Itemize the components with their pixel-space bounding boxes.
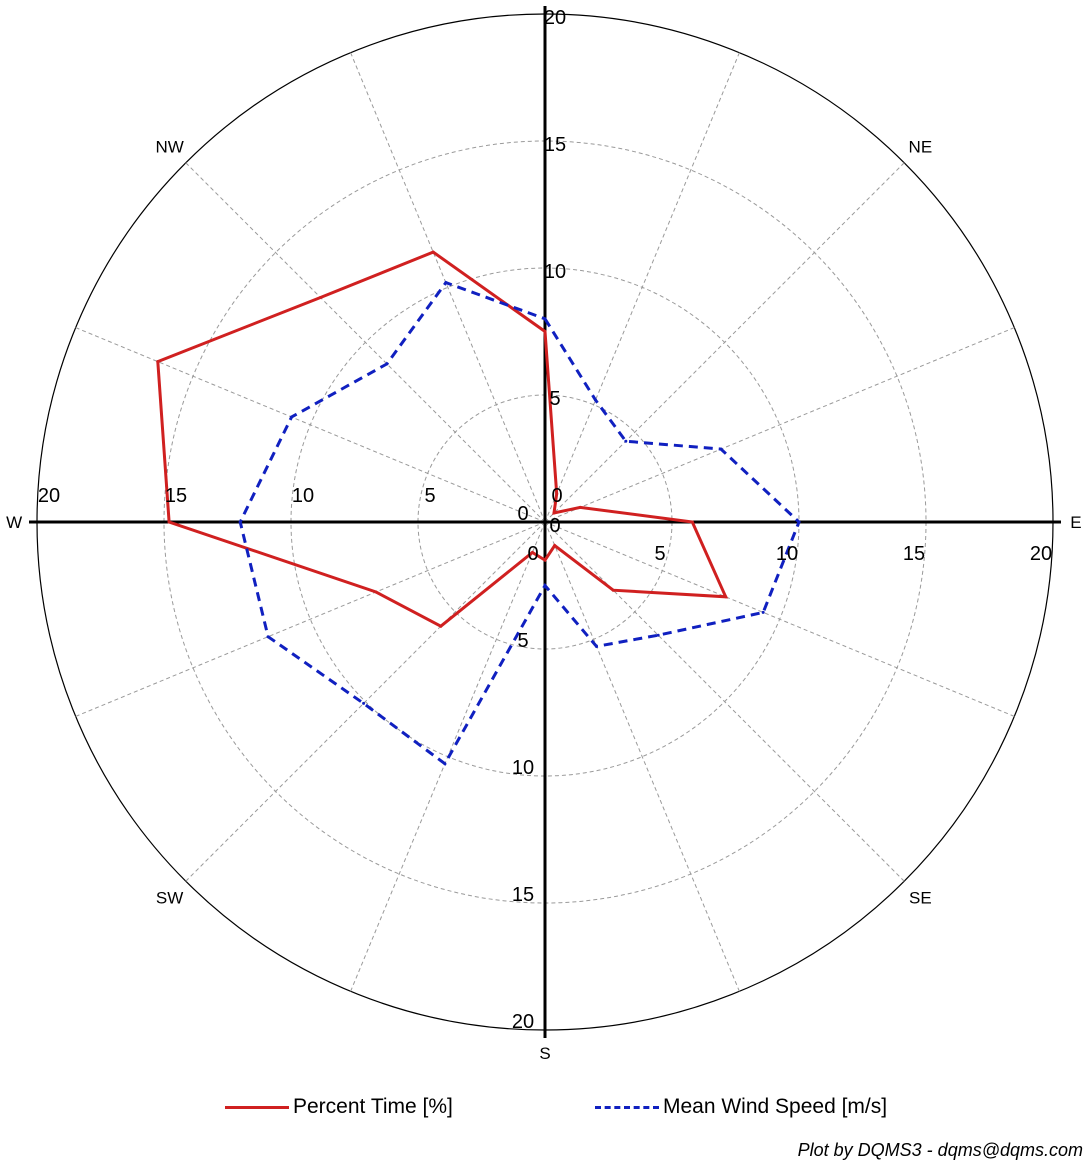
grid-spoke-247.5: [75, 521, 546, 717]
tick-label-north-10: 10: [544, 261, 566, 283]
direction-label-se: SE: [909, 888, 932, 907]
direction-label-s: S: [539, 1044, 550, 1063]
direction-label-e: E: [1070, 513, 1081, 532]
data-point-mean-wind-speed-202.5: [443, 762, 447, 766]
data-point-mean-wind-speed-90: [797, 520, 801, 524]
data-point-mean-wind-speed-0: [543, 317, 547, 321]
wind-rose-chart: 0 5 10 15 20 0 5 10 15 20 0 5 10 15 20 0 5 10 15 20 N NE E SE S S…: [6, 0, 1081, 1063]
tick-label-north-15: 15: [544, 134, 566, 156]
grid-spoke-112.5: [544, 521, 1015, 717]
data-point-percent-time-225: [439, 624, 443, 628]
direction-label-sw: SW: [156, 888, 183, 907]
tick-label-west-5: 5: [424, 485, 435, 507]
data-point-percent-time-315: [319, 296, 322, 299]
direction-label-nw: NW: [155, 138, 183, 157]
data-point-percent-time-135: [611, 588, 615, 592]
tick-label-west-20: 20: [38, 485, 60, 507]
grid-spoke-315: [185, 162, 546, 523]
data-point-mean-wind-speed-112.5: [761, 610, 765, 614]
tick-label-south-10: 10: [512, 757, 534, 779]
tick-label-east-0: 0: [527, 543, 538, 565]
grid-spoke-135: [544, 521, 905, 882]
legend-swatch-mean-wind-speed: [595, 1105, 659, 1109]
grid-spoke-67.5: [544, 327, 1015, 523]
tick-label-north-0: 0: [549, 515, 560, 537]
data-point-mean-wind-speed-180: [543, 584, 547, 587]
data-point-percent-time-157.5: [553, 544, 557, 547]
series-line-percent-time: [156, 250, 729, 628]
tick-label-north-5: 5: [549, 388, 560, 410]
data-point-mean-wind-speed-292.5: [290, 415, 294, 419]
direction-label-ne: NE: [909, 138, 933, 157]
legend-item-mean-wind-speed: Mean Wind Speed [m/s]: [595, 1095, 887, 1119]
data-point-mean-wind-speed-247.5: [266, 635, 270, 639]
grid-spoke-45: [544, 162, 905, 523]
legend-label-percent-time: Percent Time [%]: [293, 1095, 453, 1118]
legend-swatch-percent-time: [225, 1105, 289, 1109]
grid-spoke-225: [185, 521, 546, 882]
data-point-percent-time-292.5: [156, 360, 160, 364]
data-point-percent-time-0: [543, 330, 547, 333]
tick-label-south-5: 5: [517, 630, 528, 652]
grid-spoke-157.5: [544, 521, 740, 992]
tick-label-south-15: 15: [512, 884, 534, 906]
data-point-percent-time-45: [552, 511, 556, 515]
data-point-percent-time-337.5: [431, 250, 435, 254]
data-point-percent-time-112.5: [724, 595, 728, 599]
data-point-mean-wind-speed-270: [238, 520, 242, 524]
direction-label-n: N: [539, 0, 551, 1]
data-point-percent-time-22.5: [555, 492, 559, 496]
grid-spoke-22.5: [544, 52, 740, 523]
data-point-mean-wind-speed-225: [362, 701, 366, 705]
plot-credit: Plot by DQMS3 - dqms@dqms.com: [797, 1140, 1083, 1160]
series-layer: [156, 250, 801, 766]
tick-label-south-0: 0: [517, 503, 528, 525]
data-point-percent-time-90: [690, 520, 694, 524]
tick-label-west-0: 0: [551, 485, 562, 507]
direction-label-w: W: [6, 513, 22, 532]
chart-legend: Percent Time [%] Mean Wind Speed [m/s]: [225, 1095, 985, 1131]
data-point-mean-wind-speed-315: [385, 362, 389, 366]
tick-label-west-15: 15: [165, 485, 187, 507]
tick-label-east-20: 20: [1030, 543, 1052, 565]
tick-label-west-10: 10: [292, 485, 314, 507]
legend-item-percent-time: Percent Time [%]: [225, 1095, 453, 1119]
data-point-percent-time-180: [543, 558, 547, 562]
data-point-percent-time-202.5: [530, 551, 534, 554]
tick-label-east-5: 5: [654, 543, 665, 565]
grid-spoke-337.5: [350, 52, 546, 523]
legend-label-mean-wind-speed: Mean Wind Speed [m/s]: [663, 1095, 888, 1118]
tick-label-east-10: 10: [776, 543, 798, 565]
data-point-mean-wind-speed-157.5: [595, 644, 598, 648]
grid-spoke-292.5: [75, 327, 546, 523]
tick-label-east-15: 15: [903, 543, 925, 565]
data-point-mean-wind-speed-337.5: [444, 281, 448, 285]
data-point-mean-wind-speed-22.5: [594, 398, 597, 402]
tick-label-north-20: 20: [544, 7, 566, 29]
data-point-percent-time-247.5: [374, 590, 378, 594]
data-point-mean-wind-speed-135: [656, 633, 660, 637]
data-point-percent-time-67.5: [578, 505, 582, 509]
data-point-mean-wind-speed-45: [624, 439, 628, 443]
data-point-percent-time-270: [167, 520, 171, 524]
tick-label-south-20: 20: [512, 1011, 534, 1033]
label-layer: 0 5 10 15 20 0 5 10 15 20 0 5 10 15 20 0 5 10 15 20 N NE E SE S S…: [6, 0, 1081, 1063]
compass-axes: [29, 6, 1061, 1038]
data-point-mean-wind-speed-67.5: [719, 447, 723, 451]
